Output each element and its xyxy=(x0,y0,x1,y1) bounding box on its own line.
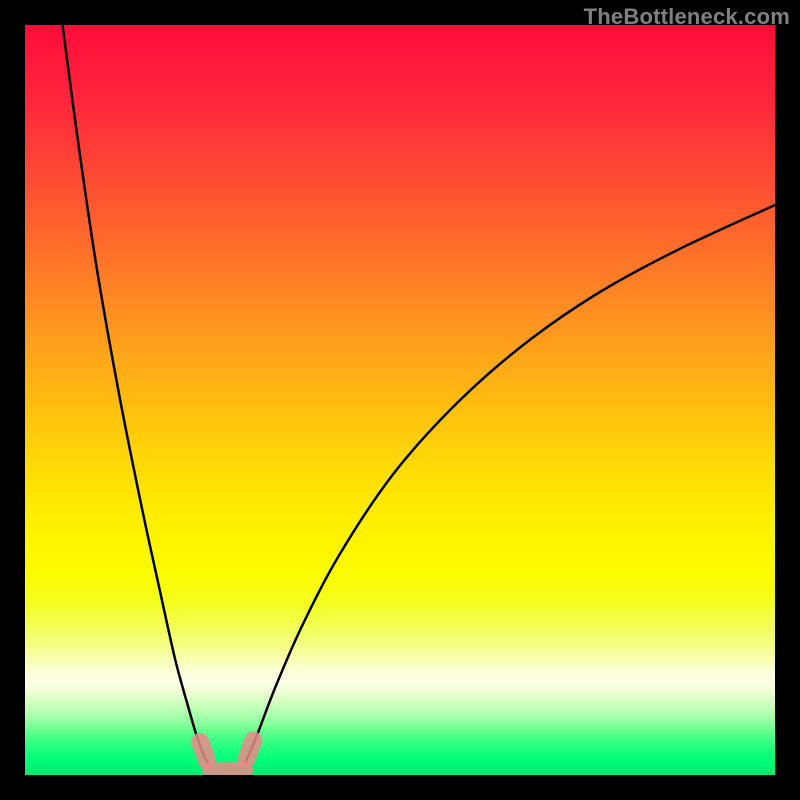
marker-2 xyxy=(202,762,253,775)
markers-group xyxy=(189,729,265,775)
bottleneck-plot xyxy=(25,25,775,775)
curve-left-branch xyxy=(63,25,209,765)
curve-overlay xyxy=(25,25,775,775)
watermark-label: TheBottleneck.com xyxy=(584,4,790,30)
curve-right-branch xyxy=(244,205,775,765)
